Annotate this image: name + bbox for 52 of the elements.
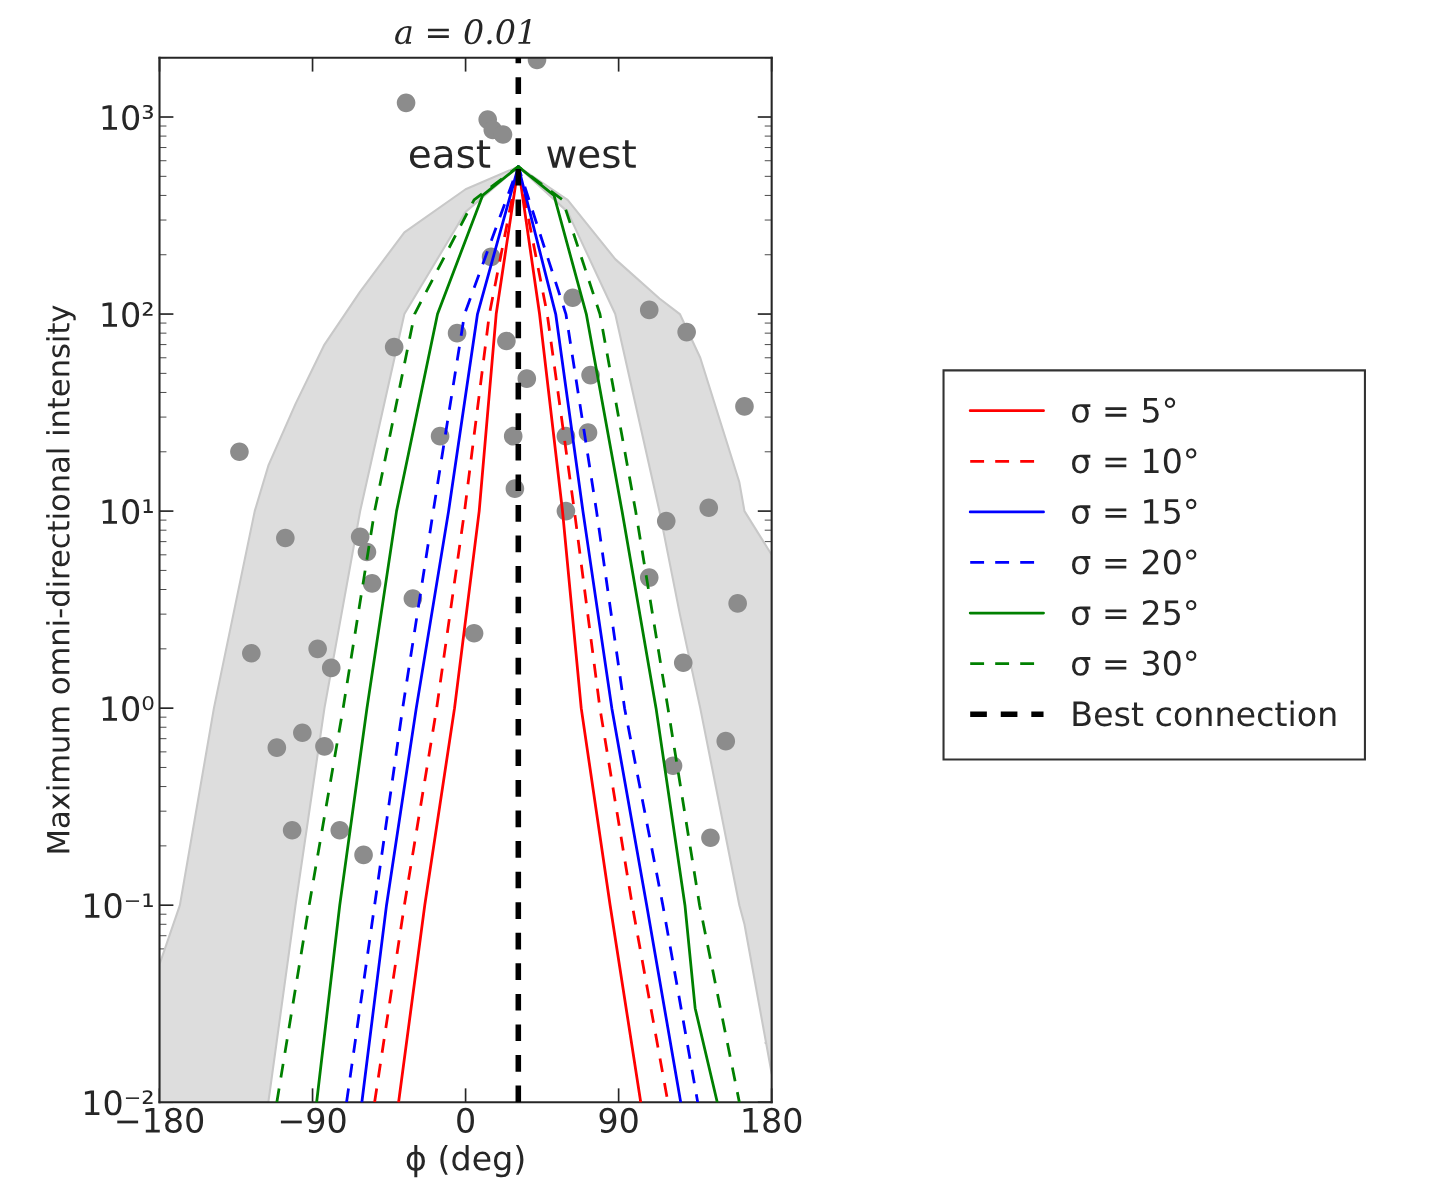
y-tick-label: 10³	[102, 104, 153, 131]
legend-label: σ = 10°	[1072, 448, 1197, 474]
legend-label: σ = 25°	[1072, 599, 1197, 626]
y-tick-label: 10¹	[102, 499, 153, 525]
point	[716, 731, 736, 751]
point	[308, 639, 327, 659]
point	[315, 737, 334, 756]
annotation: east	[409, 140, 491, 169]
chart-title: a = 0.01	[395, 19, 531, 45]
x-axis-title: ϕ (deg)	[406, 1144, 524, 1178]
legend-label: σ = 15°	[1072, 498, 1197, 525]
point	[362, 574, 382, 593]
point	[517, 369, 537, 388]
point	[701, 828, 720, 848]
point	[656, 511, 676, 531]
point	[276, 528, 295, 548]
y-tick-label: 10⁰	[102, 696, 154, 722]
y-axis-title: Maximum omni-directional intensity	[46, 305, 76, 853]
point	[728, 594, 747, 613]
legend-label: Best connection	[1073, 700, 1336, 727]
point	[503, 426, 523, 446]
point	[350, 527, 370, 547]
legend-label: σ = 5°	[1072, 397, 1176, 423]
point	[563, 288, 583, 308]
point	[321, 658, 341, 678]
point	[293, 723, 312, 743]
legend-label: σ = 30°	[1072, 650, 1197, 676]
point	[699, 498, 719, 518]
point	[673, 653, 693, 673]
y-tick-label: 10²	[102, 301, 153, 328]
point	[735, 397, 754, 416]
point	[330, 820, 350, 840]
x-tick-label: 0	[457, 1107, 474, 1133]
legend-label: σ = 20°	[1072, 549, 1197, 575]
annotation: west	[547, 140, 636, 169]
x-tick-label: −90	[280, 1107, 346, 1133]
x-tick-label: 180	[743, 1107, 802, 1133]
point	[230, 442, 249, 462]
point	[396, 93, 416, 113]
point	[677, 322, 696, 342]
point	[267, 738, 287, 757]
point	[430, 426, 450, 446]
point	[242, 643, 261, 663]
point	[464, 623, 484, 643]
x-tick-label: 90	[599, 1107, 638, 1133]
point	[639, 300, 659, 320]
y-tick-label: 10⁻¹	[84, 893, 153, 919]
point	[493, 125, 513, 144]
point	[354, 845, 373, 865]
point	[497, 331, 516, 351]
point	[384, 337, 404, 357]
point	[282, 820, 302, 840]
